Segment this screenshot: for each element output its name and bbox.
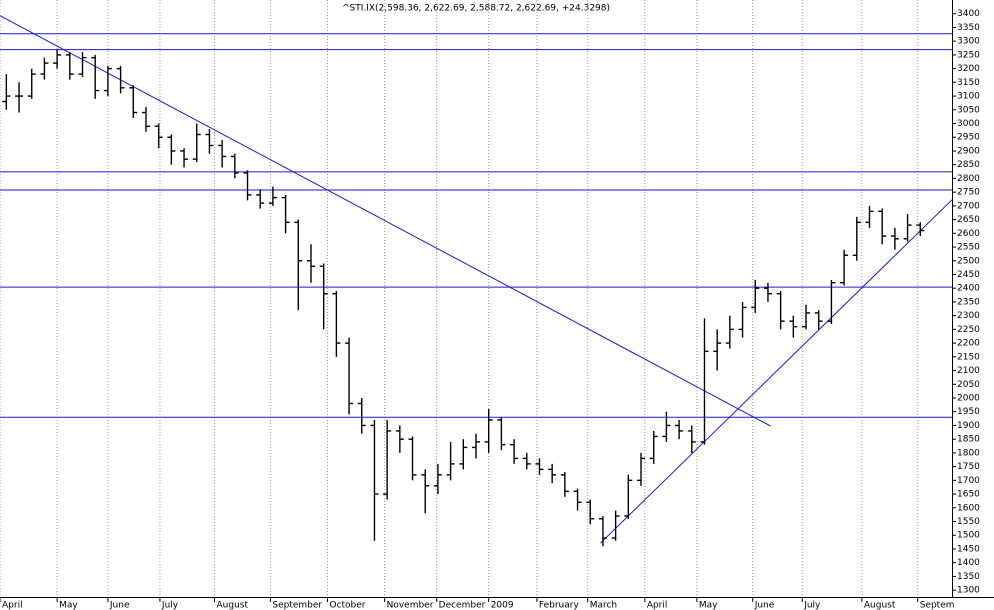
y-tick-label: 2250	[957, 325, 980, 335]
x-tick-label: August	[864, 601, 896, 610]
y-tick-label: 1700	[957, 476, 980, 486]
y-tick-label: 1300	[957, 586, 980, 596]
x-tick-label: September	[272, 601, 322, 610]
y-tick-label: 3100	[957, 92, 980, 102]
y-tick-label: 1550	[957, 517, 980, 527]
x-tick-label: March	[590, 601, 617, 610]
x-tick-label: February	[539, 601, 580, 610]
x-tick-label: December	[439, 601, 486, 610]
y-tick-label: 3400	[957, 9, 980, 19]
y-tick-label: 1750	[957, 462, 980, 472]
x-tick-label: June	[754, 601, 775, 610]
y-tick-label: 2300	[957, 311, 980, 321]
y-tick-label: 2450	[957, 270, 980, 280]
y-tick-label: 1850	[957, 435, 980, 445]
x-tick-label: June	[109, 601, 130, 610]
y-tick-label: 2050	[957, 380, 980, 390]
chart-title: ^STI.IX(2,598.36, 2,622.69, 2,588.72, 2,…	[342, 4, 610, 14]
trend-line	[0, 15, 771, 427]
x-tick-label: May	[59, 601, 78, 610]
y-tick-label: 3350	[957, 23, 980, 33]
x-tick-label: April	[2, 601, 23, 610]
y-tick-label: 2500	[957, 256, 980, 266]
y-tick-label: 1400	[957, 558, 980, 568]
y-tick-label: 2700	[957, 201, 980, 211]
y-tick-label: 2200	[957, 339, 980, 349]
y-tick-label: 3050	[957, 105, 980, 115]
y-tick-label: 1900	[957, 421, 980, 431]
y-tick-label: 3000	[957, 119, 980, 129]
y-tick-label: 1950	[957, 407, 980, 417]
x-tick-label: August	[217, 601, 249, 610]
y-tick-label: 3300	[957, 37, 980, 47]
y-tick-label: 2400	[957, 284, 980, 294]
x-tick-label: Septem	[920, 601, 955, 610]
x-tick-label: April	[647, 601, 668, 610]
y-tick-label: 1500	[957, 531, 980, 541]
y-tick-label: 1450	[957, 544, 980, 554]
y-tick-label: 3150	[957, 78, 980, 88]
y-tick-label: 2800	[957, 174, 980, 184]
x-tick-label: 2009	[491, 601, 514, 610]
y-tick-label: 2100	[957, 366, 980, 376]
y-tick-label: 2150	[957, 352, 980, 362]
y-tick-label: 3200	[957, 64, 980, 74]
y-tick-label: 2000	[957, 394, 980, 404]
y-tick-label: 2350	[957, 297, 980, 307]
y-tick-label: 2600	[957, 229, 980, 239]
y-tick-label: 1650	[957, 490, 980, 500]
y-tick-label: 2550	[957, 243, 980, 253]
x-tick-label: July	[803, 601, 821, 610]
y-tick-label: 1800	[957, 448, 980, 458]
y-tick-label: 1600	[957, 503, 980, 513]
trend-line	[600, 199, 953, 544]
y-tick-label: 2900	[957, 146, 980, 156]
y-tick-label: 3250	[957, 50, 980, 60]
y-tick-label: 1350	[957, 572, 980, 582]
y-tick-label: 2950	[957, 133, 980, 143]
x-tick-label: July	[161, 601, 179, 610]
y-tick-label: 2750	[957, 188, 980, 198]
x-tick-label: November	[387, 601, 434, 610]
x-tick-label: October	[329, 601, 365, 610]
x-tick-label: May	[699, 601, 718, 610]
y-tick-label: 2850	[957, 160, 980, 170]
y-tick-label: 2650	[957, 215, 980, 225]
